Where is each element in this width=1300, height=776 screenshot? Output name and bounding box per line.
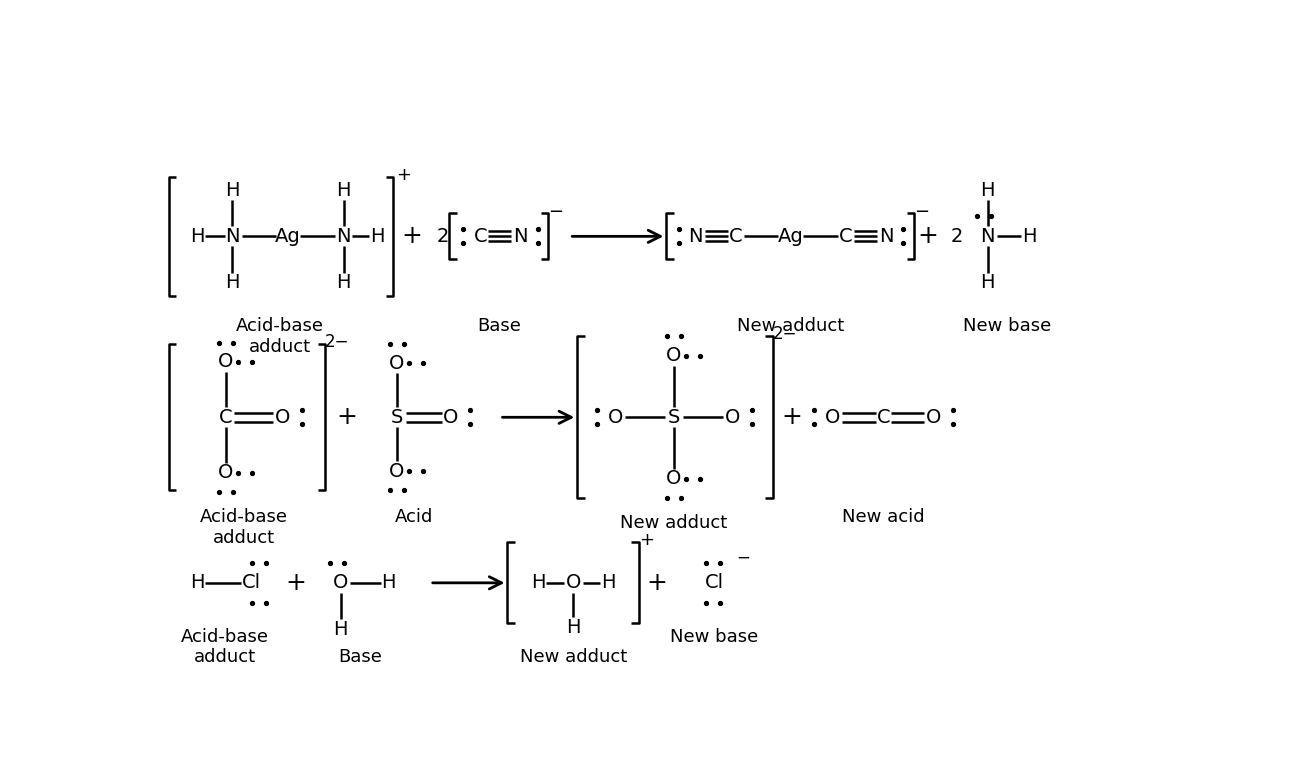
Text: O: O (274, 408, 290, 427)
Text: Acid-base
adduct: Acid-base adduct (237, 317, 324, 356)
Text: H: H (370, 227, 385, 246)
Text: Cl: Cl (242, 573, 261, 592)
Text: H: H (190, 227, 204, 246)
Text: H: H (980, 181, 995, 199)
Text: N: N (879, 227, 893, 246)
Text: H: H (532, 573, 546, 592)
Text: H: H (382, 573, 396, 592)
Text: O: O (926, 408, 941, 427)
Text: +: + (402, 224, 422, 248)
Text: H: H (1022, 227, 1036, 246)
Text: O: O (826, 408, 841, 427)
Text: New base: New base (671, 628, 758, 646)
Text: O: O (724, 408, 740, 427)
Text: O: O (218, 463, 234, 482)
Text: −: − (549, 203, 564, 220)
Text: O: O (218, 352, 234, 372)
Text: S: S (390, 408, 403, 427)
Text: 2−: 2− (325, 333, 350, 351)
Text: C: C (876, 408, 891, 427)
Text: H: H (337, 181, 351, 199)
Text: +: + (337, 405, 358, 429)
Text: H: H (190, 573, 204, 592)
Text: −: − (914, 203, 930, 220)
Text: H: H (334, 619, 348, 639)
Text: +: + (640, 532, 654, 549)
Text: H: H (980, 273, 995, 292)
Text: +: + (395, 166, 411, 184)
Text: +: + (646, 571, 667, 595)
Text: New adduct: New adduct (737, 317, 844, 335)
Text: New base: New base (963, 317, 1052, 335)
Text: O: O (566, 573, 581, 592)
Text: New adduct: New adduct (520, 648, 627, 667)
Text: O: O (333, 573, 348, 592)
Text: O: O (443, 408, 459, 427)
Text: Acid-base
adduct: Acid-base adduct (181, 628, 269, 667)
Text: O: O (608, 408, 624, 427)
Text: H: H (337, 273, 351, 292)
Text: N: N (689, 227, 703, 246)
Text: O: O (667, 346, 681, 365)
Text: Acid: Acid (395, 508, 434, 526)
Text: Base: Base (477, 317, 521, 335)
Text: H: H (601, 573, 615, 592)
Text: Acid-base
adduct: Acid-base adduct (200, 508, 287, 547)
Text: N: N (980, 227, 995, 246)
Text: N: N (514, 227, 528, 246)
Text: Ag: Ag (777, 227, 803, 246)
Text: Ag: Ag (276, 227, 300, 246)
Text: Base: Base (338, 648, 382, 667)
Text: O: O (667, 469, 681, 488)
Text: C: C (729, 227, 742, 246)
Text: New adduct: New adduct (620, 514, 728, 532)
Text: 2: 2 (950, 227, 963, 246)
Text: −: − (736, 549, 750, 566)
Text: +: + (781, 405, 802, 429)
Text: +: + (918, 224, 939, 248)
Text: C: C (840, 227, 853, 246)
Text: New acid: New acid (842, 508, 924, 526)
Text: N: N (337, 227, 351, 246)
Text: S: S (668, 408, 680, 427)
Text: H: H (225, 181, 239, 199)
Text: 2−: 2− (774, 325, 798, 343)
Text: H: H (225, 273, 239, 292)
Text: H: H (566, 618, 581, 637)
Text: O: O (389, 354, 404, 373)
Text: C: C (220, 408, 233, 427)
Text: C: C (473, 227, 488, 246)
Text: N: N (225, 227, 239, 246)
Text: 2: 2 (437, 227, 450, 246)
Text: Cl: Cl (705, 573, 724, 592)
Text: +: + (286, 571, 307, 595)
Text: O: O (389, 462, 404, 480)
